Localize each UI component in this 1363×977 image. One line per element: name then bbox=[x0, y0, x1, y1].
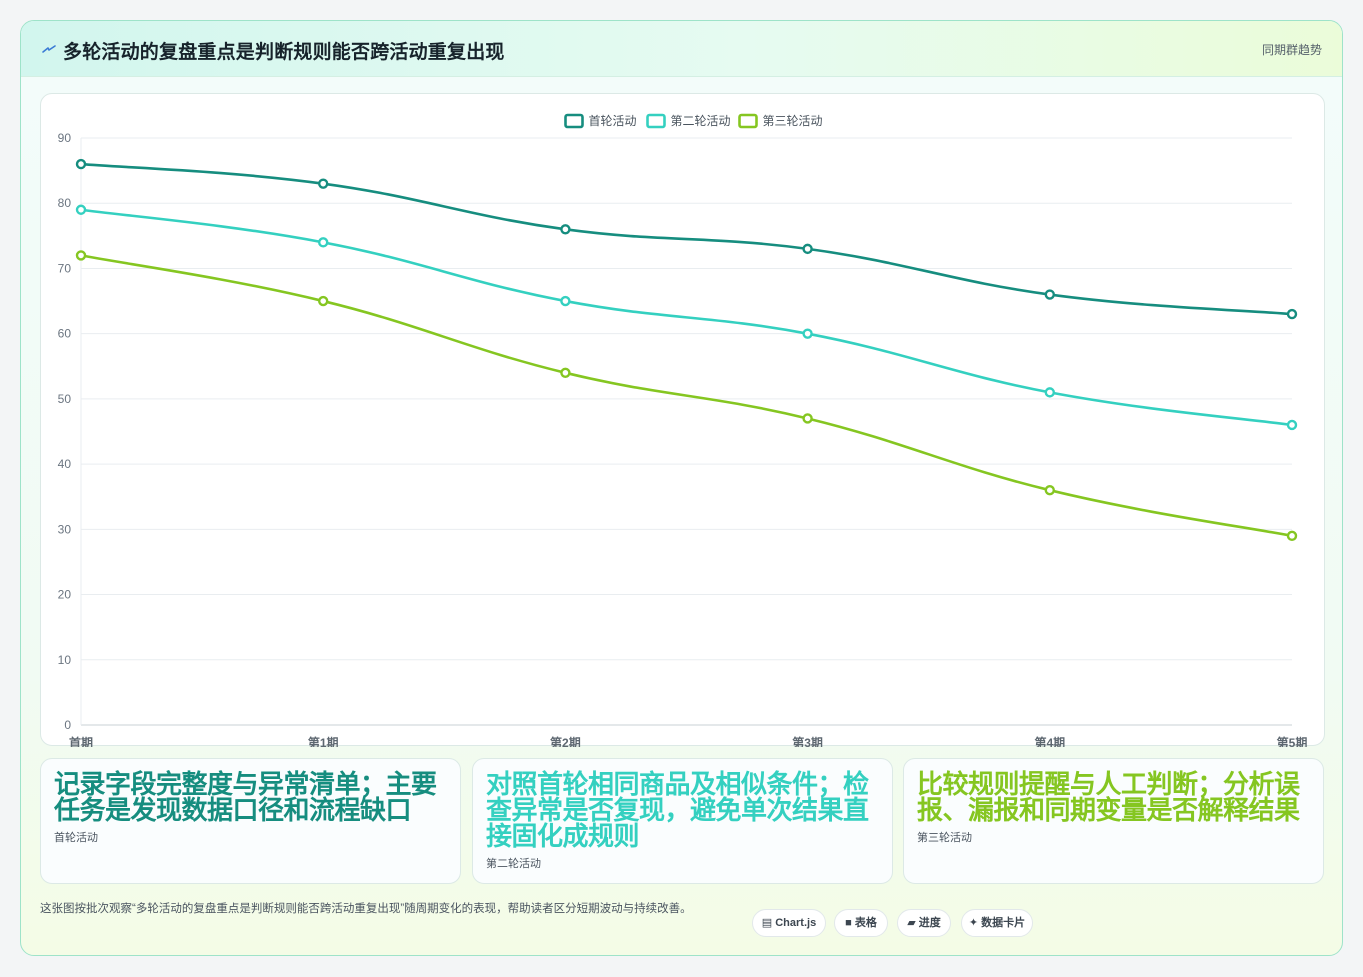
y-tick-label: 60 bbox=[58, 327, 72, 341]
chart-icon: ▤ bbox=[761, 917, 776, 929]
card-label: 第三轮活动 bbox=[917, 832, 972, 844]
pill-chartjs[interactable]: ▤ Chart.js bbox=[752, 909, 826, 937]
data-point bbox=[75, 250, 87, 261]
y-tick-label: 30 bbox=[58, 522, 72, 536]
x-tick-label: 第1期 bbox=[308, 735, 339, 747]
legend-label: 第三轮活动 bbox=[763, 114, 823, 128]
data-point bbox=[1286, 419, 1298, 431]
legend-swatch bbox=[738, 113, 758, 129]
card-label: 首轮活动 bbox=[54, 832, 98, 844]
summary-card-first: 记录字段完整度与异常清单；主要任务是发现数据口径和流程缺口 首轮活动 bbox=[40, 758, 461, 884]
data-point bbox=[1286, 530, 1298, 542]
card-headline: 比较规则提醒与人工判断；分析误报、漏报和同期变量是否解释结果 bbox=[917, 769, 1300, 825]
chart-card: 0 10 20 30 40 50 60 70 80 90 首期 第1期 第2期 第3期 第4期 第5期 首轮活动… bbox=[40, 93, 1325, 747]
legend-swatch bbox=[564, 113, 584, 129]
card-label: 第二轮活动 bbox=[486, 858, 541, 870]
data-point bbox=[75, 204, 87, 215]
x-tick-label: 第4期 bbox=[1034, 735, 1065, 747]
x-tick-label: 首期 bbox=[69, 735, 93, 747]
data-point bbox=[318, 178, 329, 189]
summary-card-second: 对照首轮相同商品及相似条件；检查异常是否复现，避免单次结果直接固化成规则 第二轮… bbox=[472, 758, 893, 884]
footer-note: 这张图按批次观察“多轮活动的复盘重点是判断规则能否跨活动重复出现”随周期变化的表… bbox=[40, 903, 692, 915]
x-tick-label: 第5期 bbox=[1277, 735, 1308, 747]
legend-label: 首轮活动 bbox=[589, 114, 637, 128]
data-point bbox=[560, 224, 571, 235]
pill-table[interactable]: ■ 表格 bbox=[834, 909, 888, 937]
data-point bbox=[1044, 485, 1055, 496]
page-title: 多轮活动的复盘重点是判断规则能否跨活动重复出现 bbox=[63, 42, 505, 63]
dashboard-frame: 多轮活动的复盘重点是判断规则能否跨活动重复出现 同期群趋势 0 10 20 30 40 5… bbox=[20, 20, 1343, 956]
summary-cards: 记录字段完整度与异常清单；主要任务是发现数据口径和流程缺口 首轮活动 对照首轮相… bbox=[40, 758, 1325, 884]
data-point bbox=[1044, 289, 1055, 300]
header-tag: 同期群趋势 bbox=[1261, 43, 1322, 57]
y-tick-label: 90 bbox=[58, 131, 72, 145]
y-tick-label: 40 bbox=[58, 457, 72, 471]
x-tick-label: 第3期 bbox=[792, 735, 823, 747]
data-point bbox=[802, 328, 813, 339]
y-tick-label: 80 bbox=[58, 196, 72, 210]
summary-card-third: 比较规则提醒与人工判断；分析误报、漏报和同期变量是否解释结果 第三轮活动 bbox=[903, 758, 1324, 884]
sparkle-icon: ✦ bbox=[968, 917, 982, 929]
line-chart: 0 10 20 30 40 50 60 70 80 90 首期 第1期 第2期 第3期 第4期 第5期 首轮活动… bbox=[58, 113, 1308, 747]
progress-icon: ▰ bbox=[907, 917, 919, 929]
y-tick-label: 20 bbox=[58, 588, 72, 602]
data-point bbox=[75, 158, 87, 170]
series-line-1 bbox=[80, 162, 1293, 316]
y-tick-label: 0 bbox=[64, 718, 71, 732]
series-line-3 bbox=[80, 254, 1293, 538]
card-headline: 记录字段完整度与异常清单；主要任务是发现数据口径和流程缺口 bbox=[54, 769, 437, 825]
pill-data-card[interactable]: ✦ 数据卡片 bbox=[961, 909, 1033, 937]
x-tick-label: 第2期 bbox=[550, 735, 581, 747]
y-tick-label: 70 bbox=[58, 261, 72, 275]
card-headline: 对照首轮相同商品及相似条件；检查异常是否复现，避免单次结果直接固化成规则 bbox=[486, 769, 869, 851]
legend-label: 第二轮活动 bbox=[671, 114, 731, 128]
data-point bbox=[560, 367, 571, 378]
table-icon: ■ bbox=[845, 917, 855, 929]
data-point bbox=[1286, 308, 1298, 320]
data-point bbox=[318, 237, 329, 248]
y-tick-label: 10 bbox=[58, 653, 72, 667]
pill-progress[interactable]: ▰ 进度 bbox=[897, 909, 951, 937]
data-point bbox=[318, 295, 329, 307]
data-point bbox=[802, 413, 813, 424]
bolt-icon bbox=[42, 45, 56, 53]
series-line-2 bbox=[80, 208, 1293, 427]
data-point bbox=[1044, 387, 1055, 398]
y-tick-label: 50 bbox=[58, 392, 72, 406]
data-point bbox=[560, 295, 571, 307]
legend-swatch bbox=[646, 113, 666, 129]
header: 多轮活动的复盘重点是判断规则能否跨活动重复出现 同期群趋势 bbox=[21, 21, 1342, 77]
data-point bbox=[802, 243, 813, 255]
